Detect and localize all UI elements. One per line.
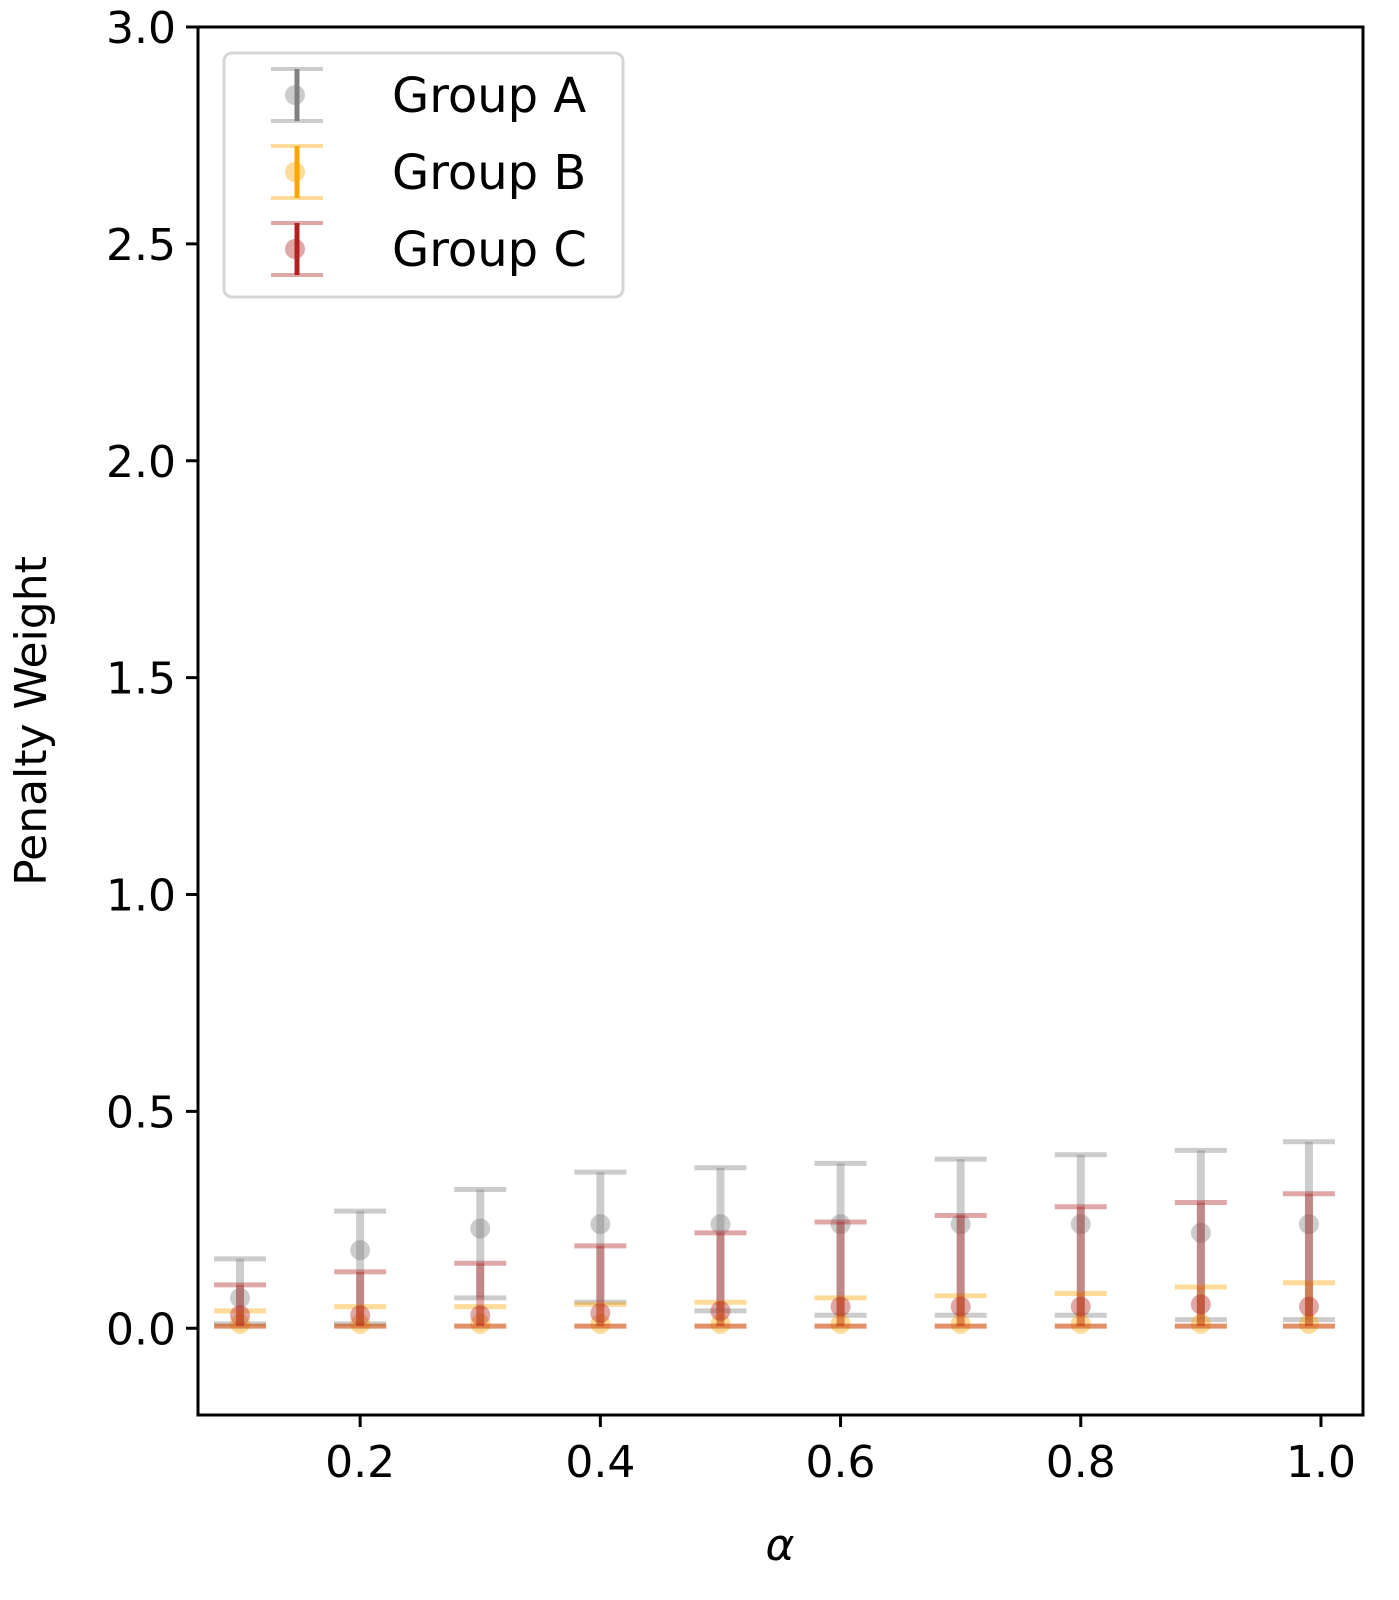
- y-tick-label: 2.5: [106, 220, 176, 271]
- data-point-group-a: [830, 1214, 851, 1235]
- data-point-group-b: [590, 1313, 611, 1334]
- legend-label: Group B: [392, 145, 586, 201]
- data-point-group-b: [950, 1313, 971, 1334]
- data-point-group-a: [470, 1218, 491, 1239]
- series-group-b: [214, 1280, 1335, 1334]
- data-point-group-c: [350, 1305, 371, 1326]
- data-point-group-a: [950, 1214, 971, 1235]
- legend-label: Group C: [392, 222, 587, 278]
- data-point-group-c: [230, 1305, 251, 1326]
- legend-frame: [222, 51, 625, 299]
- x-tick-label: 0.6: [806, 1437, 876, 1488]
- data-point-group-c: [1298, 1296, 1319, 1317]
- y-axis-label: Penalty Weight: [6, 556, 57, 886]
- data-point-group-a: [590, 1214, 611, 1235]
- x-tick-label: 1.0: [1286, 1437, 1356, 1488]
- legend-item-group-b: Group B: [271, 144, 586, 201]
- x-tick-label: 0.2: [325, 1437, 395, 1488]
- data-point-group-c: [830, 1296, 851, 1317]
- y-tick-label: 1.5: [106, 654, 176, 705]
- data-point-group-b: [1070, 1313, 1091, 1334]
- legend-marker-point: [285, 162, 305, 182]
- y-tick-label: 0.0: [106, 1304, 176, 1355]
- legend-label: Group A: [392, 68, 586, 124]
- data-point-group-a: [230, 1287, 251, 1308]
- data-point-group-c: [1190, 1294, 1211, 1315]
- data-point-group-b: [350, 1313, 371, 1334]
- data-point-group-a: [1070, 1214, 1091, 1235]
- data-point-group-b: [470, 1313, 491, 1334]
- x-tick-label: 0.8: [1046, 1437, 1116, 1488]
- data-point-group-a: [350, 1240, 371, 1261]
- plot-marks: [214, 1139, 1335, 1334]
- data-point-group-c: [470, 1305, 491, 1326]
- data-point-group-b: [1298, 1313, 1319, 1334]
- series-group-c: [214, 1191, 1335, 1329]
- x-axis: 0.2 0.4 0.6 0.8 1.0: [325, 1415, 1356, 1488]
- legend-marker-point: [285, 85, 305, 105]
- y-tick-label: 1.0: [106, 871, 176, 922]
- data-point-group-a: [1298, 1214, 1319, 1235]
- data-point-group-b: [1190, 1313, 1211, 1334]
- legend-item-group-c: Group C: [271, 221, 587, 278]
- data-point-group-c: [1070, 1296, 1091, 1317]
- legend: Group A Group B Group C: [222, 51, 625, 299]
- x-axis-label: α: [765, 1520, 794, 1571]
- data-point-group-b: [230, 1313, 251, 1334]
- data-point-group-b: [710, 1313, 731, 1334]
- y-tick-label: 0.5: [106, 1087, 176, 1138]
- plot-frame: [196, 25, 1365, 1417]
- y-axis: 0.0 0.5 1.0 1.5 2.0 2.5 3.0: [106, 3, 198, 1355]
- y-tick-label: 2.0: [106, 437, 176, 488]
- legend-item-group-a: Group A: [271, 67, 586, 124]
- legend-marker-point: [285, 239, 305, 259]
- x-tick-label: 0.4: [565, 1437, 635, 1488]
- data-point-group-a: [710, 1214, 731, 1235]
- data-point-group-b: [830, 1313, 851, 1334]
- data-point-group-c: [710, 1300, 731, 1321]
- y-tick-label: 3.0: [106, 3, 176, 54]
- data-point-group-a: [1190, 1222, 1211, 1243]
- data-point-group-c: [590, 1303, 611, 1324]
- series-group-a: [214, 1139, 1335, 1327]
- data-point-group-c: [950, 1296, 971, 1317]
